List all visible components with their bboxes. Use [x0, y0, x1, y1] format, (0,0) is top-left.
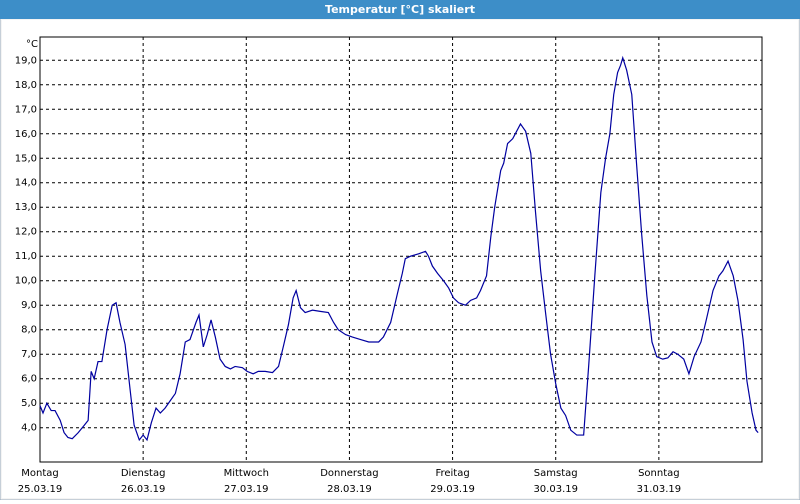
x-tick-label: Samstag [534, 468, 578, 479]
x-tick-label: Sonntag [638, 468, 680, 479]
x-tick-date: 30.03.19 [533, 484, 578, 495]
title-bar [0, 0, 800, 19]
x-tick-label: Montag [21, 468, 58, 479]
y-tick-label: 10,0 [15, 276, 37, 287]
chart-title: Temperatur [°C] skaliert [325, 3, 475, 16]
x-tick-date: 26.03.19 [121, 484, 166, 495]
x-tick-date: 28.03.19 [327, 484, 372, 495]
y-tick-label: 12,0 [15, 227, 37, 238]
x-tick-label: Donnerstag [320, 468, 378, 479]
x-tick-label: Freitag [435, 468, 469, 479]
y-tick-label: 17,0 [15, 104, 37, 115]
x-tick-label: Dienstag [121, 468, 166, 479]
y-tick-label: 7,0 [21, 349, 37, 360]
y-tick-label: 16,0 [15, 129, 37, 140]
x-tick-date: 29.03.19 [430, 484, 475, 495]
y-axis-label: °C [26, 39, 38, 50]
y-tick-label: 8,0 [21, 325, 37, 336]
y-tick-label: 5,0 [21, 398, 37, 409]
y-tick-label: 18,0 [15, 80, 37, 91]
y-tick-label: 13,0 [15, 202, 37, 213]
y-tick-label: 6,0 [21, 374, 37, 385]
y-tick-label: 19,0 [15, 55, 37, 66]
temperature-line [39, 55, 759, 442]
x-tick-label: Mittwoch [224, 468, 269, 479]
x-tick-date: 31.03.19 [637, 484, 682, 495]
y-tick-label: 4,0 [21, 423, 37, 434]
y-tick-label: 14,0 [15, 178, 37, 189]
x-tick-date: 27.03.19 [224, 484, 269, 495]
y-tick-label: 9,0 [21, 300, 37, 311]
y-tick-label: 15,0 [15, 153, 37, 164]
x-tick-date: 25.03.19 [18, 484, 63, 495]
y-tick-label: 11,0 [15, 251, 37, 262]
panel [2, 20, 798, 498]
